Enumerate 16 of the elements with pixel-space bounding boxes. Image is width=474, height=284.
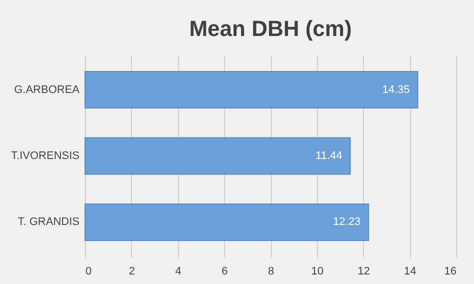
data-label: 12.23 xyxy=(333,216,361,228)
x-tick-label: 4 xyxy=(175,266,182,278)
y-tick-label: T.IVORENSIS xyxy=(11,150,80,162)
y-tick-label: G.ARBOREA xyxy=(14,84,80,96)
x-tick-label: 6 xyxy=(222,266,228,278)
y-tick-label: T. GRANDIS xyxy=(18,216,80,228)
chart-title: Mean DBH (cm) xyxy=(189,16,352,41)
x-tick-label: 2 xyxy=(128,266,135,278)
x-tick-label: 10 xyxy=(311,266,324,278)
data-label: 11.44 xyxy=(316,150,342,162)
x-tick-label: 12 xyxy=(358,266,370,278)
x-tick-label: 14 xyxy=(404,266,416,278)
data-label: 14.35 xyxy=(382,84,410,96)
x-tick-label: 16 xyxy=(444,266,456,278)
x-tick-label: 0 xyxy=(86,266,92,278)
x-tick-label: 8 xyxy=(268,266,274,278)
